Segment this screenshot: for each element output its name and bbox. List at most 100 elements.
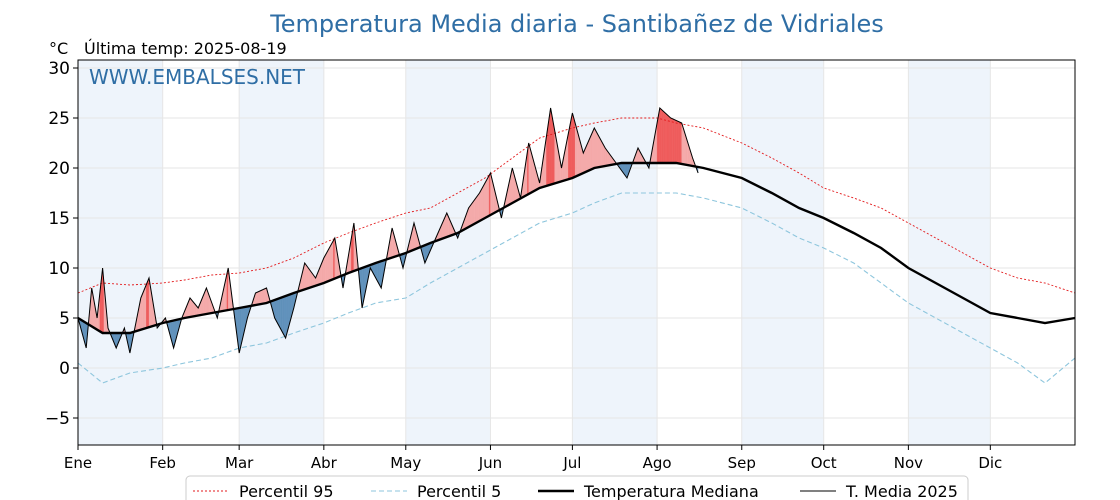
fill-above-median [603, 145, 606, 167]
x-tick-label: Sep [728, 454, 756, 472]
fill-below-median [278, 297, 281, 329]
fill-above-median [528, 142, 531, 195]
fill-above-median [585, 143, 588, 172]
last-temp-label: Última temp: 2025-08-19 [84, 39, 287, 58]
fill-above-median [192, 300, 195, 317]
fill-above-median [550, 107, 553, 185]
fill-above-median [469, 203, 472, 227]
fill-below-median [281, 296, 284, 334]
plot-frame [77, 59, 1076, 446]
series-line-t-media-2025 [77, 107, 699, 354]
fill-above-median [307, 266, 309, 289]
fill-above-median [258, 290, 260, 305]
fill-above-median [681, 122, 684, 165]
x-tick-label: Nov [894, 454, 923, 472]
fill-above-median [596, 132, 599, 168]
fill-above-median [475, 196, 477, 224]
fill-below-median [284, 295, 286, 339]
fill-above-median [480, 187, 483, 221]
unit-label: °C [49, 39, 68, 58]
fill-above-median [483, 182, 486, 220]
fill-above-median [667, 115, 670, 164]
y-tick-label: 30 [48, 59, 70, 79]
fill-above-median [147, 277, 150, 328]
fill-above-median [146, 281, 148, 329]
y-tick-label: 10 [48, 259, 70, 279]
fill-above-median [680, 122, 682, 165]
fill-above-median [671, 118, 674, 164]
fill-above-median [255, 292, 258, 306]
fill-above-median [325, 252, 327, 283]
series-line-percentil-95 [77, 117, 1076, 294]
fill-above-median [677, 120, 680, 164]
fill-above-median [488, 172, 491, 217]
x-tick-label: May [390, 454, 421, 472]
fill-below-median [277, 298, 279, 326]
fill-above-median [308, 268, 311, 289]
fill-below-median [379, 260, 382, 289]
fill-above-median [605, 147, 607, 167]
fill-above-median [663, 111, 666, 164]
fill-above-median [570, 112, 573, 179]
legend-label: Percentil 5 [417, 482, 501, 500]
fill-above-median [479, 190, 482, 222]
fill-above-median [478, 192, 480, 223]
month-bands [78, 60, 991, 445]
fill-above-median [673, 119, 675, 164]
fill-above-median [595, 130, 598, 168]
x-tick-label: Jun [478, 454, 502, 472]
fill-above-median [599, 137, 602, 168]
month-band [572, 60, 658, 445]
fill-above-median [678, 121, 681, 164]
month-band [741, 60, 824, 445]
fill-above-median [487, 175, 490, 217]
x-tick-label: Oct [811, 454, 837, 472]
fill-above-median [661, 108, 663, 164]
fill-below-median [378, 261, 380, 286]
legend-label: Percentil 95 [239, 482, 334, 500]
x-tick-label: Ago [643, 454, 672, 472]
fill-above-median [576, 127, 579, 177]
fill-above-median [327, 247, 330, 282]
fill-above-median [264, 287, 267, 304]
fill-above-median [263, 288, 266, 304]
x-tick-label: Abr [311, 454, 338, 472]
fill-above-median [587, 140, 589, 172]
fill-above-median [256, 291, 259, 305]
fill-below-median [279, 297, 282, 331]
fill-above-median [330, 242, 333, 281]
watermark: WWW.EMBALSES.NET [89, 65, 306, 89]
fill-above-median [682, 127, 685, 165]
fill-above-median [666, 113, 669, 164]
fill-above-median [669, 116, 671, 164]
fill-below-median [282, 296, 285, 336]
fill-above-median [574, 122, 577, 177]
fill-above-median [676, 120, 678, 164]
fill-above-median [592, 127, 595, 169]
fill-above-median [333, 237, 335, 280]
legend-label: Temperatura Mediana [583, 482, 759, 500]
x-tick-label: Ene [64, 454, 92, 472]
fill-above-median [140, 294, 143, 330]
fill-above-median [484, 180, 487, 219]
x-tick-label: Mar [225, 454, 254, 472]
fill-above-median [594, 127, 596, 169]
fill-above-median [600, 140, 603, 167]
chart-title: Temperatura Media diaria - Santibañez de… [269, 10, 884, 38]
fill-above-median [598, 135, 600, 168]
series-lines [77, 107, 1076, 384]
fill-above-median [659, 107, 662, 164]
y-tick-label: 15 [48, 209, 70, 229]
fill-above-median [189, 297, 192, 318]
fill-above-median [486, 177, 488, 218]
fill-above-median [602, 142, 604, 167]
x-tick-label: Dic [978, 454, 1002, 472]
fill-above-median [329, 245, 331, 282]
fill-above-median [331, 240, 334, 280]
x-axis: Ene Feb Mar Abr May Jun Jul Ago Sep Oct Nov Dic [64, 445, 1002, 472]
fill-above-median [588, 137, 591, 171]
y-tick-label: 20 [48, 159, 70, 179]
y-tick-label: 0 [59, 359, 70, 379]
fill-above-median [572, 112, 574, 179]
fill-above-median [670, 117, 673, 164]
